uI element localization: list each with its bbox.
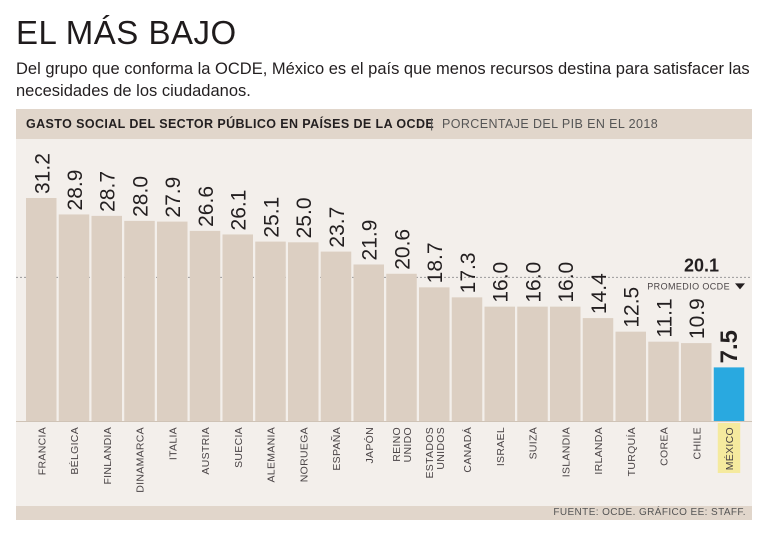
category-label: SUIZA [528,427,540,459]
bar-14 [484,306,515,421]
value-label: 23.7 [326,207,349,248]
value-label: 18.7 [424,242,447,283]
value-label: 16.0 [555,262,578,303]
chart-header: GASTO SOCIAL DEL SECTOR PÚBLICO EN PAÍSE… [16,109,752,139]
bar-6 [222,234,253,421]
bar-9 [320,251,352,421]
bar-15 [517,306,548,421]
bar-16 [550,306,581,421]
value-label: 26.6 [195,186,218,227]
category-label: NORUEGA [298,427,310,482]
bar-8 [288,242,319,421]
category-label: ALEMANIA [266,427,278,483]
category-label: DINAMARCA [135,427,147,493]
category-label: TURQUÍA [625,427,638,476]
value-label: 16.0 [523,262,546,303]
category-label: MÉXICO [723,427,736,470]
value-label: 20.6 [392,229,415,270]
bar-18 [615,331,646,421]
bar-2 [91,215,122,421]
category-label: SUECIA [233,427,245,468]
bar-20 [681,343,712,421]
value-label: 14.4 [588,273,611,314]
bar-10 [353,264,384,421]
value-label: 7.5 [716,330,743,363]
highlight-label-bg [717,423,741,473]
bar-4 [157,221,188,421]
bar-21 [713,367,745,421]
bar-chart: 31.2 FRANCIA 28.9 BÉLGICA 28.7 FINLANDIA 28.0 D… [16,153,752,493]
bar-1 [58,214,90,421]
category-label: UNIDO [402,427,414,462]
chart-header-separator: | [430,117,434,131]
bar-3 [124,220,155,421]
category-label: COREA [659,427,671,466]
bar-17 [582,318,614,421]
chart-panel: GASTO SOCIAL DEL SECTOR PÚBLICO EN PAÍSE… [16,109,752,520]
bar-19 [648,341,679,421]
page-title: EL MÁS BAJO [16,14,237,51]
category-label: ESPAÑA [330,427,343,471]
value-label: 31.2 [31,153,54,194]
category-label: REINO [391,427,403,462]
reference-label: PROMEDIO OCDE [647,281,730,291]
bar-12 [419,287,450,421]
value-label: 12.5 [621,287,644,328]
bar-0 [26,198,57,421]
value-label: 27.9 [162,177,185,218]
category-label: JAPÓN [363,427,376,464]
category-label: IRLANDA [593,427,605,475]
category-label: CHILE [691,427,703,459]
source-footer: FUENTE: OCDE. GRÁFICO EE: STAFF. [16,506,752,520]
category-label: ESTADOS [424,427,436,479]
value-label: 16.0 [490,262,513,303]
value-label: 28.9 [64,170,87,211]
chart-title: GASTO SOCIAL DEL SECTOR PÚBLICO EN PAÍSE… [26,117,435,131]
value-label: 28.7 [97,171,120,212]
category-label: ISLANDIA [560,427,572,477]
bar-11 [386,273,417,421]
category-label: BÉLGICA [68,427,81,475]
chart-units: PORCENTAJE DEL PIB EN EL 2018 [442,117,659,131]
category-label: AUSTRIA [200,427,212,475]
value-label: 25.1 [261,197,284,238]
value-label: 21.9 [359,220,382,261]
value-label: 28.0 [130,176,153,217]
category-label: CANADÁ [461,427,474,473]
reference-value: 20.1 [684,255,719,275]
bar-7 [255,241,286,421]
value-label: 10.9 [686,298,709,339]
category-label: FRANCIA [36,427,48,475]
source-text: FUENTE: OCDE. GRÁFICO EE: STAFF. [553,507,746,518]
value-label: 26.1 [228,190,251,231]
value-label: 17.3 [457,252,480,293]
chevron-down-icon [735,283,745,290]
category-label: ISRAEL [495,427,507,466]
category-label: ITALIA [167,427,179,460]
page-subtitle: Del grupo que conforma la OCDE, México e… [16,60,750,100]
category-label: UNIDOS [435,427,447,470]
category-label: FINLANDIA [102,427,114,485]
value-label: 25.0 [293,197,316,238]
value-label: 11.1 [654,298,677,337]
bar-5 [189,230,221,421]
bar-13 [451,297,483,421]
